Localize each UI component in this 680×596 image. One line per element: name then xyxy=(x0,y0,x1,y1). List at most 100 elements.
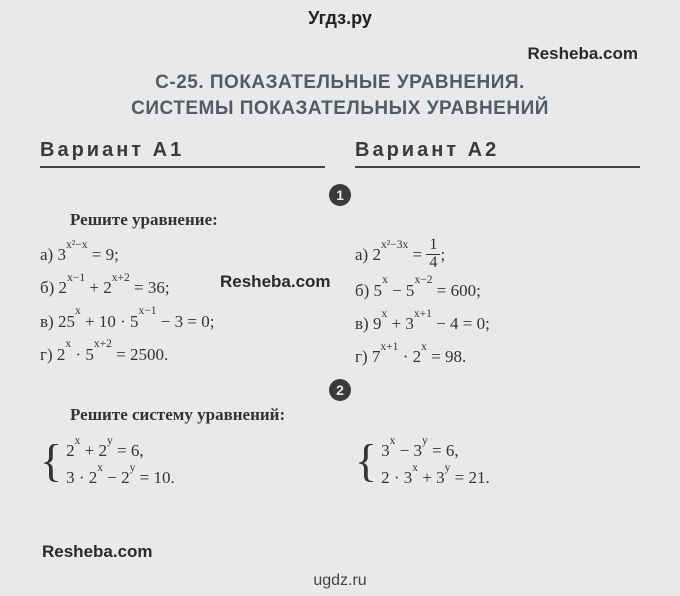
task1-a1-a: а) 3x²−x = 9; xyxy=(40,238,325,271)
eq-exp: y xyxy=(107,434,113,447)
eq-text: − 3 = 0; xyxy=(157,312,215,331)
system-a2-lines: 3x − 3y = 6, 2 · 3x + 3y = 21. xyxy=(381,437,490,491)
eq-exp: x−1 xyxy=(138,304,156,317)
task1-circle: 1 xyxy=(329,184,351,206)
eq-text: + 10 · 5 xyxy=(81,312,139,331)
eq-text: в) 9 xyxy=(355,314,381,333)
eq-exp: x+2 xyxy=(112,271,130,284)
task1-columns: а) 3x²−x = 9; б) 2x−1 + 2x+2 = 36; в) 25… xyxy=(40,238,640,373)
eq-exp: x xyxy=(390,434,396,447)
task1-number: 1 xyxy=(40,184,640,206)
task1-a1-items: а) 3x²−x = 9; б) 2x−1 + 2x+2 = 36; в) 25… xyxy=(40,238,325,373)
task2-instruction: Решите систему уравнений: xyxy=(70,405,640,425)
eq-text: = xyxy=(408,245,426,264)
eq-text: 3 xyxy=(381,441,390,460)
eq-text: г) 2 xyxy=(40,345,65,364)
eq-text: = 9; xyxy=(88,245,119,264)
eq-text: = 6, xyxy=(428,441,459,460)
eq-text: = 600; xyxy=(433,281,481,300)
eq-text: · 5 xyxy=(71,345,94,364)
eq-exp: x xyxy=(65,337,71,350)
eq-text: ; xyxy=(440,245,445,264)
eq-text: = 6, xyxy=(113,441,144,460)
eq-exp: y xyxy=(130,461,136,474)
columns: Вариант А1 Вариант А2 xyxy=(40,139,640,178)
task2-circle: 2 xyxy=(329,379,351,401)
eq-text: + 3 xyxy=(387,314,414,333)
task2-a2: { 3x − 3y = 6, 2 · 3x + 3y = 21. xyxy=(355,433,640,491)
eq-exp: x+2 xyxy=(94,337,112,350)
eq-text: 2 xyxy=(66,441,75,460)
column-a1: Вариант А1 xyxy=(40,139,325,178)
eq-text: + 2 xyxy=(80,441,107,460)
eq-text: = 21. xyxy=(450,468,489,487)
system-a2-line1: 3x − 3y = 6, xyxy=(381,437,490,464)
eq-exp: x xyxy=(381,307,387,320)
fraction-den: 4 xyxy=(426,255,440,272)
eq-text: − 5 xyxy=(388,281,415,300)
watermark-resheba-3: Resheba.com xyxy=(42,542,153,562)
eq-exp: x²−3x xyxy=(381,238,408,251)
eq-text: − 2 xyxy=(103,468,130,487)
brace-icon: { xyxy=(355,443,377,480)
eq-text: г) 7 xyxy=(355,347,380,366)
task2-section: 2 Решите систему уравнений: { 2x + 2y = … xyxy=(40,379,640,491)
eq-exp: x−2 xyxy=(414,273,432,286)
task2-number: 2 xyxy=(40,379,640,401)
eq-text: в) 25 xyxy=(40,312,75,331)
eq-exp: x²−x xyxy=(66,238,88,251)
column-a2: Вариант А2 xyxy=(355,139,640,178)
task1-a1-d: г) 2x · 5x+2 = 2500. xyxy=(40,338,325,371)
eq-exp: x xyxy=(75,434,81,447)
fraction: 14 xyxy=(426,237,440,272)
eq-text: · 2 xyxy=(398,347,421,366)
task2-columns: { 2x + 2y = 6, 3 · 2x − 2y = 10. { 3x − … xyxy=(40,433,640,491)
eq-text: а) 2 xyxy=(355,245,381,264)
system-a1-lines: 2x + 2y = 6, 3 · 2x − 2y = 10. xyxy=(66,437,175,491)
system-a2-line2: 2 · 3x + 3y = 21. xyxy=(381,464,490,491)
eq-text: = 2500. xyxy=(112,345,168,364)
task1-a2-b: б) 5x − 5x−2 = 600; xyxy=(355,274,640,307)
fraction-num: 1 xyxy=(426,237,440,255)
variant-a2-heading: Вариант А2 xyxy=(355,139,640,168)
variant-a1-heading: Вариант А1 xyxy=(40,139,325,168)
eq-text: = 98. xyxy=(427,347,466,366)
eq-text: + 2 xyxy=(85,278,112,297)
task1-a2-c: в) 9x + 3x+1 − 4 = 0; xyxy=(355,307,640,340)
watermark-bottom: ugdz.ru xyxy=(313,572,366,590)
task1-a2-d: г) 7x+1 · 2x = 98. xyxy=(355,340,640,373)
task1-a2-a: а) 2x²−3x = 14; xyxy=(355,238,640,274)
eq-exp: x xyxy=(97,461,103,474)
task1-instruction: Решите уравнение: xyxy=(70,210,640,230)
eq-exp: y xyxy=(422,434,428,447)
eq-exp: x−1 xyxy=(67,271,85,284)
system-a1: { 2x + 2y = 6, 3 · 2x − 2y = 10. xyxy=(40,437,325,491)
eq-text: 3 · 2 xyxy=(66,468,97,487)
section-title-line2: СИСТЕМЫ ПОКАЗАТЕЛЬНЫХ УРАВНЕНИЙ xyxy=(131,98,549,119)
eq-text: а) 3 xyxy=(40,245,66,264)
eq-text: + 3 xyxy=(418,468,445,487)
eq-exp: x+1 xyxy=(414,307,432,320)
task1-a1-c: в) 25x + 10 · 5x−1 − 3 = 0; xyxy=(40,305,325,338)
eq-text: б) 5 xyxy=(355,281,382,300)
eq-text: б) 2 xyxy=(40,278,67,297)
section-title-line1: С-25. ПОКАЗАТЕЛЬНЫЕ УРАВНЕНИЯ. xyxy=(155,72,525,93)
system-a1-line2: 3 · 2x − 2y = 10. xyxy=(66,464,175,491)
eq-exp: x xyxy=(421,340,427,353)
eq-text: = 36; xyxy=(130,278,170,297)
eq-exp: y xyxy=(445,461,451,474)
eq-exp: x xyxy=(382,273,388,286)
system-a2: { 3x − 3y = 6, 2 · 3x + 3y = 21. xyxy=(355,437,640,491)
eq-text: − 3 xyxy=(395,441,422,460)
brace-icon: { xyxy=(40,443,62,480)
eq-exp: x+1 xyxy=(380,340,398,353)
eq-exp: x xyxy=(75,304,81,317)
watermark-resheba-1: Resheba.com xyxy=(527,44,638,64)
watermark-top: Угдз.ру xyxy=(308,8,372,29)
task2-a1: { 2x + 2y = 6, 3 · 2x − 2y = 10. xyxy=(40,433,325,491)
section-title: С-25. ПОКАЗАТЕЛЬНЫЕ УРАВНЕНИЯ. СИСТЕМЫ П… xyxy=(40,70,640,121)
system-a1-line1: 2x + 2y = 6, xyxy=(66,437,175,464)
eq-text: = 10. xyxy=(135,468,174,487)
eq-exp: x xyxy=(412,461,418,474)
watermark-resheba-2: Resheba.com xyxy=(220,272,331,292)
